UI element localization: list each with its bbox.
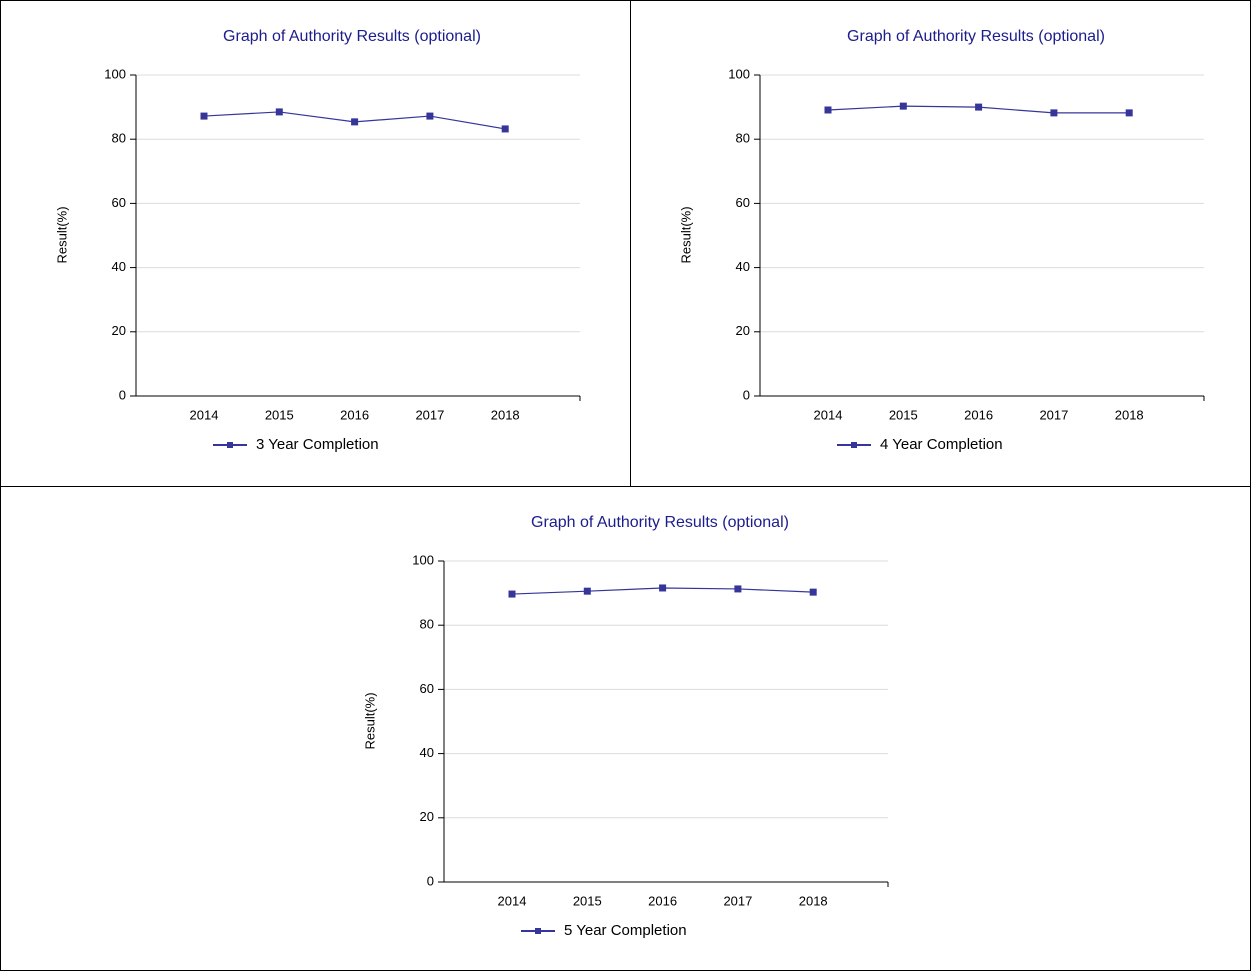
x-tick-label: 2016 <box>648 893 677 908</box>
y-tick-label: 60 <box>112 195 126 210</box>
x-tick-label: 2018 <box>799 893 828 908</box>
x-tick-label: 2015 <box>265 407 294 422</box>
legend-marker <box>227 442 233 448</box>
y-tick-label: 40 <box>736 259 750 274</box>
x-tick-label: 2017 <box>723 893 752 908</box>
x-tick-label: 2017 <box>1039 407 1068 422</box>
y-tick-label: 40 <box>112 259 126 274</box>
y-tick-label: 60 <box>736 195 750 210</box>
chart-title: Graph of Authority Results (optional) <box>531 514 789 531</box>
y-tick-label: 100 <box>412 552 434 567</box>
legend-marker <box>851 442 857 448</box>
legend-label: 5 Year Completion <box>564 922 687 939</box>
x-tick-label: 2018 <box>1115 407 1144 422</box>
y-tick-label: 80 <box>112 131 126 146</box>
data-point <box>1050 109 1058 117</box>
y-tick-label: 40 <box>420 745 434 760</box>
legend-label: 4 Year Completion <box>880 436 1003 453</box>
y-axis-label: Result(%) <box>362 692 377 749</box>
data-point <box>351 118 359 126</box>
y-axis-label: Result(%) <box>678 206 693 263</box>
data-point <box>200 112 208 120</box>
data-point <box>508 590 516 598</box>
x-tick-label: 2014 <box>498 893 527 908</box>
data-point <box>501 125 509 133</box>
y-tick-label: 20 <box>736 323 750 338</box>
data-point <box>1125 109 1133 117</box>
y-tick-label: 20 <box>420 809 434 824</box>
y-axis-label: Result(%) <box>54 206 69 263</box>
x-tick-label: 2015 <box>889 407 918 422</box>
legend-label: 3 Year Completion <box>256 436 379 453</box>
y-tick-label: 80 <box>736 131 750 146</box>
x-tick-label: 2018 <box>491 407 520 422</box>
chart-title: Graph of Authority Results (optional) <box>223 28 481 45</box>
y-tick-label: 100 <box>104 66 126 81</box>
y-tick-label: 0 <box>119 387 126 402</box>
x-tick-label: 2014 <box>190 407 219 422</box>
data-point <box>809 588 817 596</box>
legend-marker <box>535 928 541 934</box>
x-tick-label: 2014 <box>814 407 843 422</box>
chart-title: Graph of Authority Results (optional) <box>847 28 1105 45</box>
data-point <box>824 106 832 114</box>
y-tick-label: 0 <box>427 873 434 888</box>
x-tick-label: 2016 <box>340 407 369 422</box>
data-point <box>899 102 907 110</box>
data-point <box>426 112 434 120</box>
y-tick-label: 20 <box>112 323 126 338</box>
y-tick-label: 60 <box>420 681 434 696</box>
y-tick-label: 80 <box>420 617 434 632</box>
y-tick-label: 100 <box>728 66 750 81</box>
x-tick-label: 2016 <box>964 407 993 422</box>
data-point <box>659 584 667 592</box>
x-tick-label: 2015 <box>573 893 602 908</box>
y-tick-label: 0 <box>743 387 750 402</box>
data-point <box>583 587 591 595</box>
data-point <box>734 585 742 593</box>
data-point <box>975 103 983 111</box>
x-tick-label: 2017 <box>415 407 444 422</box>
data-point <box>275 108 283 116</box>
